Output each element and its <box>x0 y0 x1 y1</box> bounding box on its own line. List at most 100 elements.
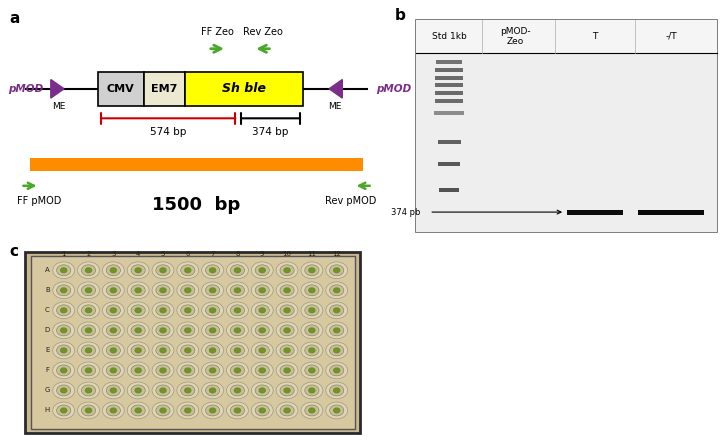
Circle shape <box>106 385 120 396</box>
Circle shape <box>60 388 67 393</box>
Circle shape <box>60 408 67 413</box>
Bar <box>439 188 459 192</box>
Circle shape <box>160 268 166 273</box>
Circle shape <box>177 362 199 379</box>
Bar <box>438 162 460 166</box>
Circle shape <box>103 382 124 399</box>
Circle shape <box>177 282 199 299</box>
Text: 9: 9 <box>260 251 264 257</box>
Circle shape <box>210 308 215 313</box>
Circle shape <box>82 325 95 336</box>
Circle shape <box>276 382 298 399</box>
Text: 2: 2 <box>87 251 91 257</box>
Text: 7: 7 <box>210 251 215 257</box>
Circle shape <box>301 362 323 379</box>
Circle shape <box>309 308 315 313</box>
Circle shape <box>181 325 195 336</box>
Circle shape <box>305 365 319 376</box>
Text: -/T: -/T <box>665 32 677 41</box>
Circle shape <box>230 365 245 376</box>
Circle shape <box>226 262 248 279</box>
Text: C: C <box>45 307 50 314</box>
Circle shape <box>230 385 245 396</box>
Circle shape <box>82 285 95 296</box>
Circle shape <box>135 388 141 393</box>
Circle shape <box>210 268 215 273</box>
Circle shape <box>135 368 141 373</box>
Text: b: b <box>395 8 405 23</box>
Circle shape <box>210 328 215 333</box>
Text: 10: 10 <box>282 251 291 257</box>
Circle shape <box>284 348 290 353</box>
Bar <box>566 210 623 215</box>
Circle shape <box>230 405 245 416</box>
Circle shape <box>127 402 149 419</box>
Circle shape <box>131 365 146 376</box>
Circle shape <box>156 365 170 376</box>
Circle shape <box>330 325 344 336</box>
Bar <box>30 158 363 171</box>
Circle shape <box>106 285 120 296</box>
Circle shape <box>156 345 170 356</box>
Circle shape <box>160 308 166 313</box>
Text: D: D <box>44 327 50 333</box>
Circle shape <box>259 328 265 333</box>
Circle shape <box>127 322 149 339</box>
Circle shape <box>78 342 100 359</box>
Circle shape <box>255 385 269 396</box>
Circle shape <box>181 265 195 276</box>
Circle shape <box>255 345 269 356</box>
Circle shape <box>127 282 149 299</box>
Circle shape <box>326 262 348 279</box>
Circle shape <box>185 268 191 273</box>
Circle shape <box>284 308 290 313</box>
Text: FF pMOD: FF pMOD <box>17 196 61 206</box>
Text: ME: ME <box>328 102 341 112</box>
Text: EM7: EM7 <box>151 84 178 94</box>
Text: E: E <box>45 347 50 353</box>
Circle shape <box>156 405 170 416</box>
Circle shape <box>78 402 100 419</box>
Circle shape <box>226 362 248 379</box>
Circle shape <box>127 302 149 319</box>
Circle shape <box>305 405 319 416</box>
Text: G: G <box>44 388 50 393</box>
Bar <box>98 72 143 106</box>
Circle shape <box>103 402 124 419</box>
Circle shape <box>259 348 265 353</box>
Circle shape <box>185 328 191 333</box>
Circle shape <box>210 348 215 353</box>
Circle shape <box>326 402 348 419</box>
Circle shape <box>110 368 116 373</box>
Circle shape <box>276 322 298 339</box>
Circle shape <box>305 305 319 316</box>
Circle shape <box>177 302 199 319</box>
Circle shape <box>205 405 220 416</box>
Text: 3: 3 <box>111 251 116 257</box>
Circle shape <box>160 368 166 373</box>
Text: 1500  bp: 1500 bp <box>152 196 241 215</box>
Circle shape <box>181 305 195 316</box>
Circle shape <box>255 265 269 276</box>
Circle shape <box>103 282 124 299</box>
Circle shape <box>127 382 149 399</box>
Circle shape <box>177 342 199 359</box>
Text: 6: 6 <box>186 251 190 257</box>
Circle shape <box>127 362 149 379</box>
Text: ME: ME <box>52 102 65 112</box>
Circle shape <box>177 322 199 339</box>
Circle shape <box>156 305 170 316</box>
Circle shape <box>333 268 340 273</box>
Circle shape <box>177 382 199 399</box>
Circle shape <box>110 408 116 413</box>
Circle shape <box>131 405 146 416</box>
Circle shape <box>280 265 294 276</box>
Circle shape <box>280 325 294 336</box>
Circle shape <box>185 388 191 393</box>
Circle shape <box>160 408 166 413</box>
Circle shape <box>330 365 344 376</box>
Circle shape <box>131 285 146 296</box>
Circle shape <box>309 408 315 413</box>
Bar <box>143 72 185 106</box>
Circle shape <box>85 408 92 413</box>
